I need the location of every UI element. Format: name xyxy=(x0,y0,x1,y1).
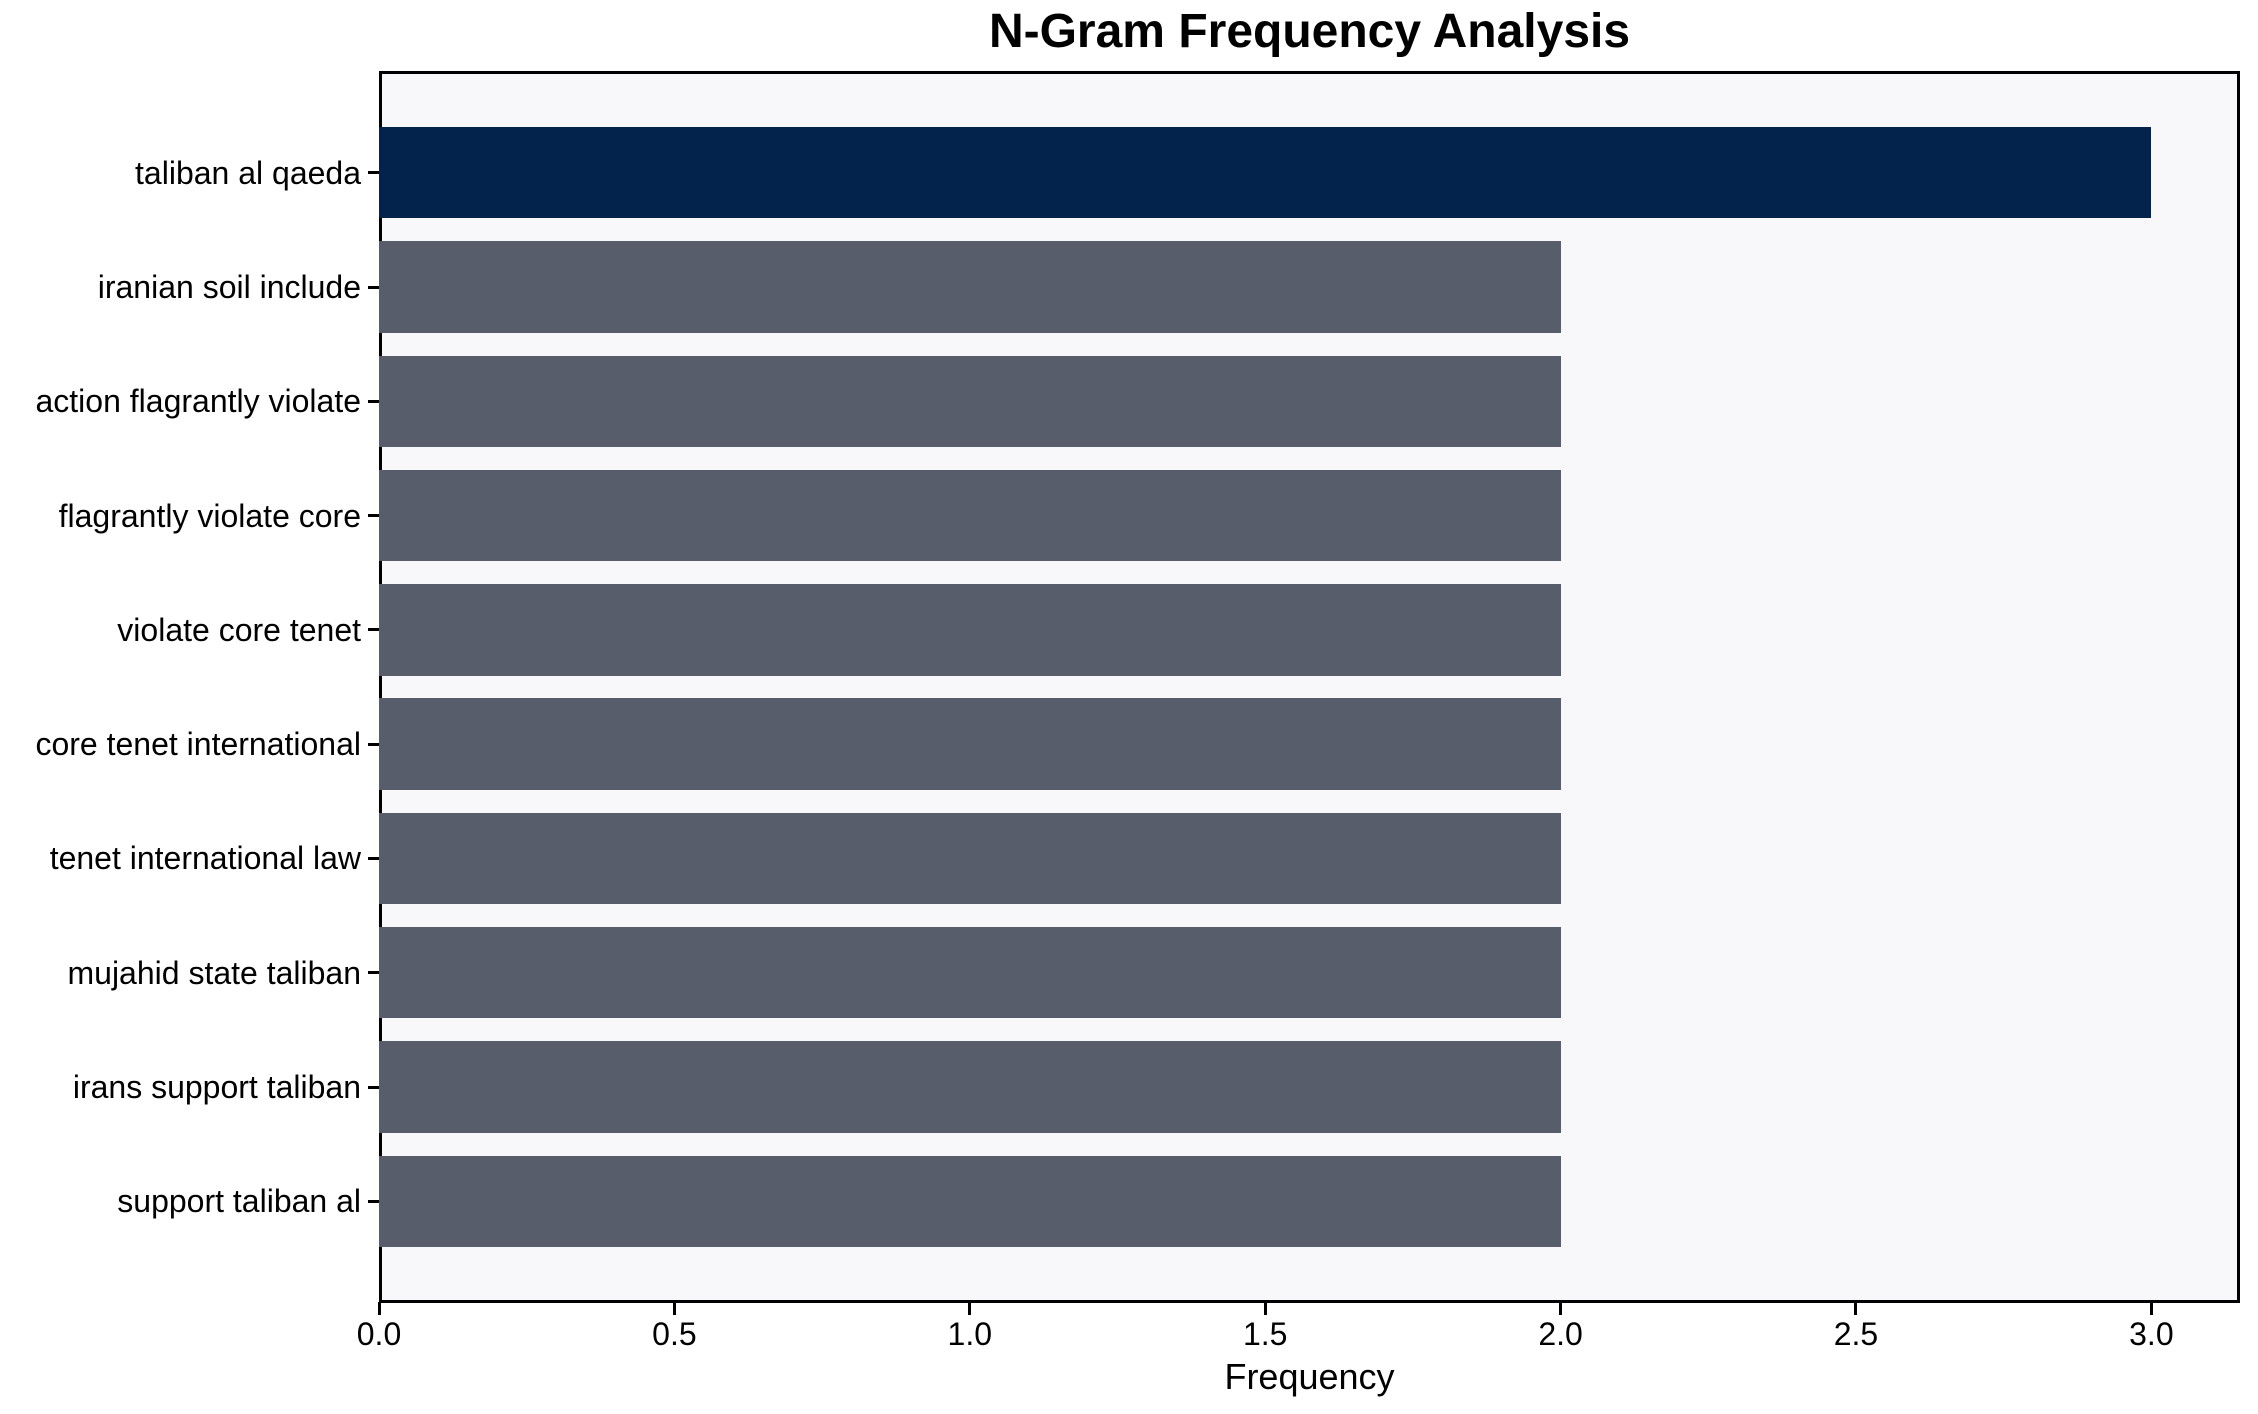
y-tick-label-flagrantly-violate-core: flagrantly violate core xyxy=(58,497,361,534)
y-tick-label-iranian-soil-include: iranian soil include xyxy=(97,269,361,305)
x-axis-title: Frequency xyxy=(1224,1356,1395,1397)
x-tick-mark xyxy=(1854,1302,1858,1315)
y-tick-label-support-taliban-al: support taliban al xyxy=(117,1183,361,1220)
x-tick-mark xyxy=(377,1302,381,1315)
x-tick-mark xyxy=(672,1302,676,1315)
x-tick-label-2.5: 2.5 xyxy=(1833,1316,1879,1352)
x-tick-mark xyxy=(1263,1302,1267,1315)
y-tick-mark xyxy=(368,171,379,175)
y-tick-label-mujahid-state-taliban: mujahid state taliban xyxy=(67,954,361,991)
y-tick-label-tenet-international-law: tenet international law xyxy=(49,840,361,877)
bar-irans-support-taliban xyxy=(379,1041,1561,1133)
y-tick-label-action-flagrantly-violate: action flagrantly violate xyxy=(35,383,361,420)
x-tick-label-0.5: 0.5 xyxy=(652,1316,697,1352)
bar-flagrantly-violate-core xyxy=(379,469,1561,562)
y-tick-mark xyxy=(368,285,379,289)
y-tick-mark xyxy=(368,514,379,518)
y-tick-mark xyxy=(368,399,379,403)
bar-iranian-soil-include xyxy=(379,241,1561,333)
y-tick-label-irans-support-taliban: irans support taliban xyxy=(72,1069,361,1105)
y-tick-mark xyxy=(368,742,379,746)
bar-support-taliban-al xyxy=(379,1155,1561,1247)
x-tick-label-1.5: 1.5 xyxy=(1242,1316,1288,1352)
y-tick-mark xyxy=(368,1199,379,1203)
bar-action-flagrantly-violate xyxy=(379,355,1561,447)
x-tick-mark xyxy=(1559,1302,1563,1315)
y-tick-label-core-tenet-international: core tenet international xyxy=(35,726,361,763)
x-tick-label-1.0: 1.0 xyxy=(947,1316,993,1352)
x-tick-label-2.0: 2.0 xyxy=(1538,1316,1583,1352)
x-tick-label-0.0: 0.0 xyxy=(356,1316,402,1352)
bar-taliban-al-qaeda xyxy=(379,127,2152,219)
x-tick-label-3.0: 3.0 xyxy=(2129,1316,2174,1352)
y-tick-mark xyxy=(368,628,379,632)
bar-core-tenet-international xyxy=(379,698,1561,790)
y-tick-label-taliban-al-qaeda: taliban al qaeda xyxy=(135,154,361,191)
y-tick-mark xyxy=(368,971,379,975)
y-tick-mark xyxy=(368,856,379,860)
bar-mujahid-state-taliban xyxy=(379,927,1561,1019)
y-tick-mark xyxy=(368,1085,379,1089)
bar-violate-core-tenet xyxy=(379,584,1561,676)
x-tick-mark xyxy=(2149,1302,2153,1315)
bar-tenet-international-law xyxy=(379,812,1561,905)
x-tick-mark xyxy=(968,1302,972,1315)
chart-title: N-Gram Frequency Analysis xyxy=(988,5,1631,58)
y-tick-label-violate-core-tenet: violate core tenet xyxy=(117,611,361,648)
